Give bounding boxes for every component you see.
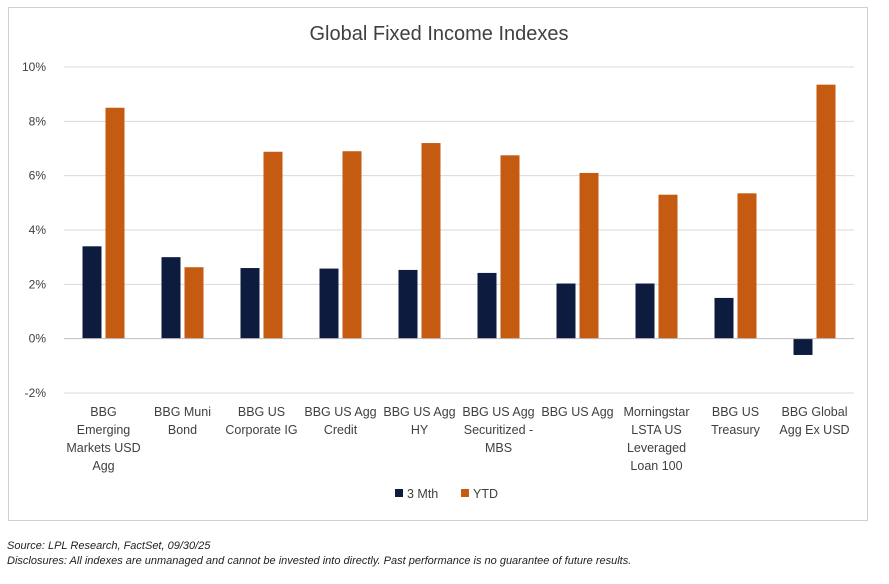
chart-title: Global Fixed Income Indexes	[309, 23, 568, 45]
x-tick-label-line: Agg	[92, 459, 114, 473]
bar-3-mth	[635, 283, 655, 339]
x-tick-label: BBG US Agg	[541, 405, 613, 419]
x-tick-label-line: Markets USD	[66, 441, 140, 455]
bar-3-mth	[477, 272, 497, 339]
x-tick-label-line: BBG Global	[781, 405, 847, 419]
x-tick-label: BBG US Agg HY	[383, 405, 455, 437]
x-tick-label-line: Morningstar	[624, 405, 690, 419]
x-tick-label-line: BBG US Agg	[462, 405, 534, 419]
bar-3-mth	[82, 246, 102, 339]
y-tick-label: 0%	[29, 332, 47, 346]
x-tick-label-line: BBG	[90, 405, 116, 419]
x-tick-label-line: Credit	[324, 423, 358, 437]
x-tick-label-line: Agg Ex USD	[779, 423, 849, 437]
x-tick-label-line: Loan 100	[630, 459, 682, 473]
legend-label: 3 Mth	[407, 487, 438, 501]
x-tick-label-line: MBS	[485, 441, 512, 455]
x-tick-label-line: BBG US	[238, 405, 285, 419]
bar-chart: Global Fixed Income Indexes -2% 0% 2% 4% 6% 8…	[22, 23, 854, 501]
disclosure-note: Disclosures: All indexes are unmanaged a…	[7, 555, 632, 567]
bars	[82, 84, 836, 355]
bar-ytd	[342, 151, 362, 339]
bar-3-mth	[240, 268, 260, 339]
x-tick-label-line: Leveraged	[627, 441, 686, 455]
x-tick-label: BBG US Corporate IG	[225, 405, 297, 437]
bar-ytd	[263, 151, 283, 339]
bar-3-mth	[398, 269, 418, 339]
bar-3-mth	[793, 338, 813, 355]
x-tick-label-line: BBG US	[712, 405, 759, 419]
bar-3-mth	[714, 297, 734, 339]
y-tick-label: 10%	[22, 60, 46, 74]
bar-3-mth	[161, 257, 181, 339]
bar-ytd	[184, 267, 204, 339]
bar-ytd	[500, 155, 520, 339]
x-tick-label: BBG US Treasury	[711, 405, 761, 437]
gridlines	[64, 66, 854, 394]
x-tick-label-line: BBG Muni	[154, 405, 211, 419]
x-tick-label: BBG US Agg Securitized - MBS	[462, 405, 534, 455]
legend: 3 Mth YTD	[395, 487, 498, 501]
bar-ytd	[737, 193, 757, 339]
source-note: Source: LPL Research, FactSet, 09/30/25	[7, 540, 211, 552]
x-tick-label-line: Bond	[168, 423, 197, 437]
bar-ytd	[658, 194, 678, 339]
x-tick-label: Morningstar LSTA US Leveraged Loan 100	[624, 405, 690, 473]
bar-ytd	[421, 143, 441, 339]
x-tick-label: BBG Muni Bond	[154, 405, 211, 437]
y-tick-label: 6%	[29, 169, 47, 183]
legend-swatch	[461, 489, 469, 497]
chart-frame: Global Fixed Income Indexes -2% 0% 2% 4% 6% 8…	[8, 7, 868, 521]
y-tick-label: 2%	[29, 277, 47, 291]
bar-ytd	[105, 107, 125, 339]
y-axis-ticks: -2% 0% 2% 4% 6% 8% 10%	[22, 60, 46, 400]
x-tick-label: BBG US Agg Credit	[304, 405, 376, 437]
y-tick-label: 4%	[29, 223, 47, 237]
x-tick-label: BBG Global Agg Ex USD	[779, 405, 849, 437]
y-tick-label: 8%	[29, 114, 47, 128]
bar-ytd	[816, 84, 836, 339]
bar-3-mth	[556, 283, 576, 339]
x-tick-label-line: BBG US Agg	[383, 405, 455, 419]
x-tick-label-line: Emerging	[77, 423, 131, 437]
legend-label: YTD	[473, 487, 498, 501]
x-tick-label: BBG Emerging Markets USD Agg	[66, 405, 140, 473]
x-tick-label-line: BBG US Agg	[541, 405, 613, 419]
y-tick-label: -2%	[25, 386, 47, 400]
x-tick-label-line: Corporate IG	[225, 423, 297, 437]
x-tick-label-line: Securitized -	[464, 423, 533, 437]
bar-3-mth	[319, 268, 339, 339]
x-tick-label-line: BBG US Agg	[304, 405, 376, 419]
x-tick-label-line: LSTA US	[631, 423, 681, 437]
x-tick-label-line: Treasury	[711, 423, 761, 437]
bar-ytd	[579, 172, 599, 339]
legend-swatch	[395, 489, 403, 497]
x-tick-label-line: HY	[411, 423, 429, 437]
